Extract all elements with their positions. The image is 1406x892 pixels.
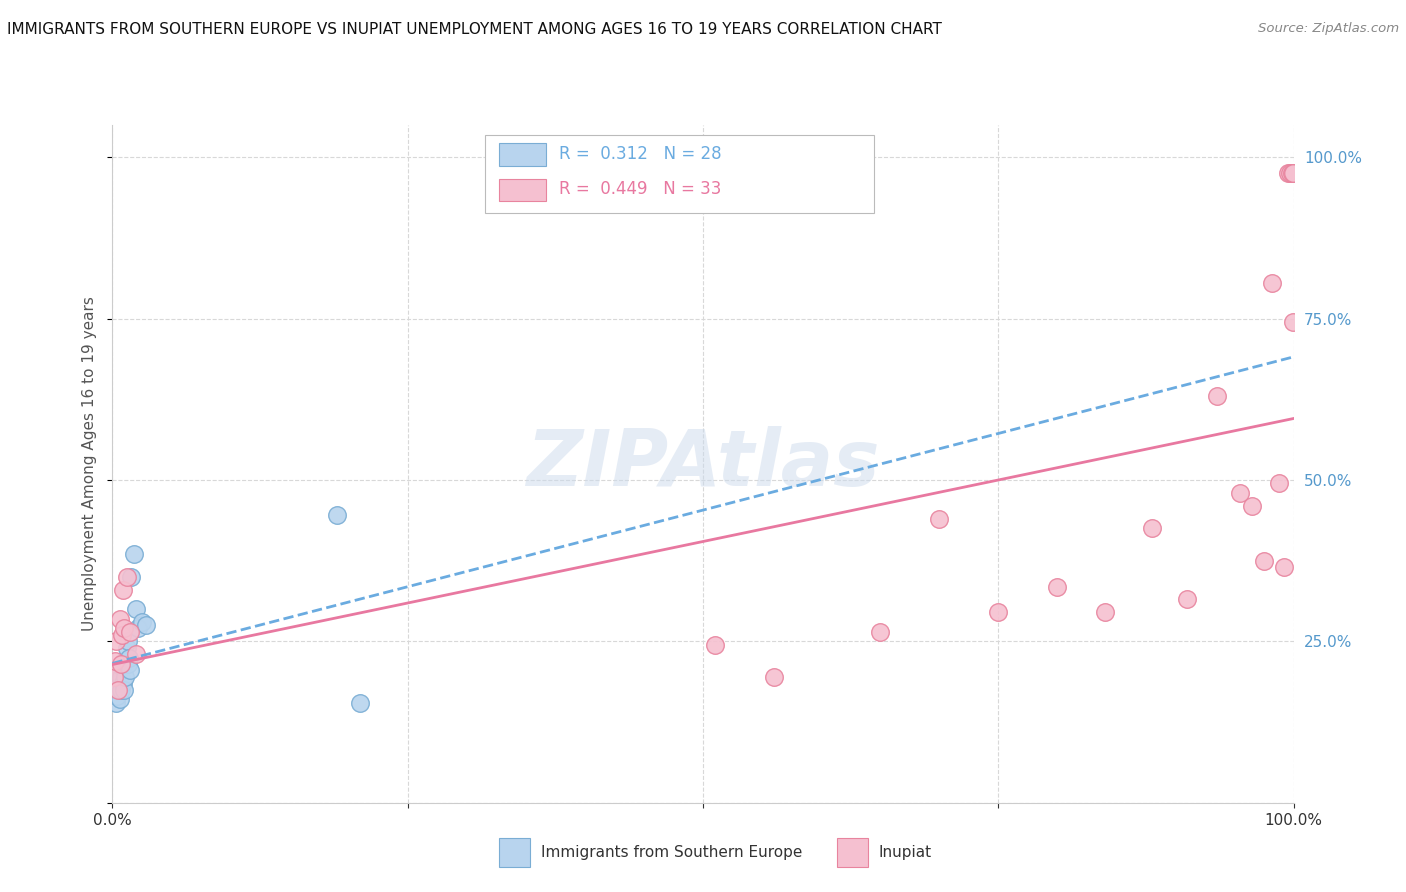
Point	[703, 638, 725, 652]
Point	[107, 676, 129, 690]
Point	[110, 682, 132, 697]
Text: R =  0.312   N = 28: R = 0.312 N = 28	[560, 145, 721, 163]
Point	[1175, 592, 1198, 607]
Point	[1261, 276, 1284, 290]
Point	[326, 508, 349, 523]
Point	[112, 682, 135, 697]
Point	[131, 615, 153, 629]
Point	[135, 618, 157, 632]
Point	[110, 670, 132, 684]
Point	[105, 690, 128, 704]
FancyBboxPatch shape	[499, 179, 546, 202]
Point	[103, 670, 125, 684]
Point	[1278, 166, 1301, 180]
Point	[103, 682, 125, 697]
Point	[122, 547, 145, 561]
Text: IMMIGRANTS FROM SOUTHERN EUROPE VS INUPIAT UNEMPLOYMENT AMONG AGES 16 TO 19 YEAR: IMMIGRANTS FROM SOUTHERN EUROPE VS INUPI…	[7, 22, 942, 37]
Point	[127, 622, 149, 636]
Point	[120, 570, 142, 584]
Point	[107, 682, 129, 697]
Point	[120, 664, 142, 678]
Point	[115, 640, 138, 655]
Point	[111, 660, 134, 674]
Point	[1253, 554, 1275, 568]
Point	[105, 634, 128, 648]
FancyBboxPatch shape	[499, 144, 546, 166]
Point	[114, 670, 136, 684]
Point	[107, 666, 129, 681]
Point	[117, 634, 139, 648]
Point	[1046, 580, 1069, 594]
Point	[117, 657, 139, 671]
Point	[1229, 486, 1251, 500]
Point	[104, 673, 127, 687]
Point	[118, 650, 141, 665]
Point	[987, 605, 1010, 619]
Point	[1282, 315, 1305, 329]
Point	[108, 692, 131, 706]
FancyBboxPatch shape	[485, 135, 875, 213]
Point	[349, 696, 371, 710]
Point	[928, 512, 950, 526]
Point	[869, 624, 891, 639]
Text: R =  0.449   N = 33: R = 0.449 N = 33	[560, 180, 721, 198]
Point	[125, 648, 148, 662]
Point	[105, 670, 128, 684]
Point	[1094, 605, 1116, 619]
Point	[110, 657, 132, 671]
Point	[108, 612, 131, 626]
Point	[105, 696, 128, 710]
Point	[112, 582, 135, 597]
Point	[1277, 166, 1299, 180]
Point	[1140, 521, 1163, 535]
Text: Inupiat: Inupiat	[879, 846, 932, 860]
Point	[104, 654, 127, 668]
Point	[1282, 166, 1305, 180]
Point	[120, 624, 142, 639]
Text: Source: ZipAtlas.com: Source: ZipAtlas.com	[1258, 22, 1399, 36]
Y-axis label: Unemployment Among Ages 16 to 19 years: Unemployment Among Ages 16 to 19 years	[82, 296, 97, 632]
Point	[1268, 476, 1291, 491]
Point	[1281, 166, 1303, 180]
Point	[112, 654, 135, 668]
Text: Immigrants from Southern Europe: Immigrants from Southern Europe	[541, 846, 803, 860]
Point	[112, 676, 135, 690]
Text: ZIPAtlas: ZIPAtlas	[526, 425, 880, 502]
Point	[1272, 560, 1295, 574]
Point	[115, 570, 138, 584]
Point	[762, 670, 785, 684]
Point	[111, 628, 134, 642]
Point	[1241, 499, 1264, 513]
Point	[125, 602, 148, 616]
Point	[1205, 389, 1227, 403]
Point	[112, 622, 135, 636]
